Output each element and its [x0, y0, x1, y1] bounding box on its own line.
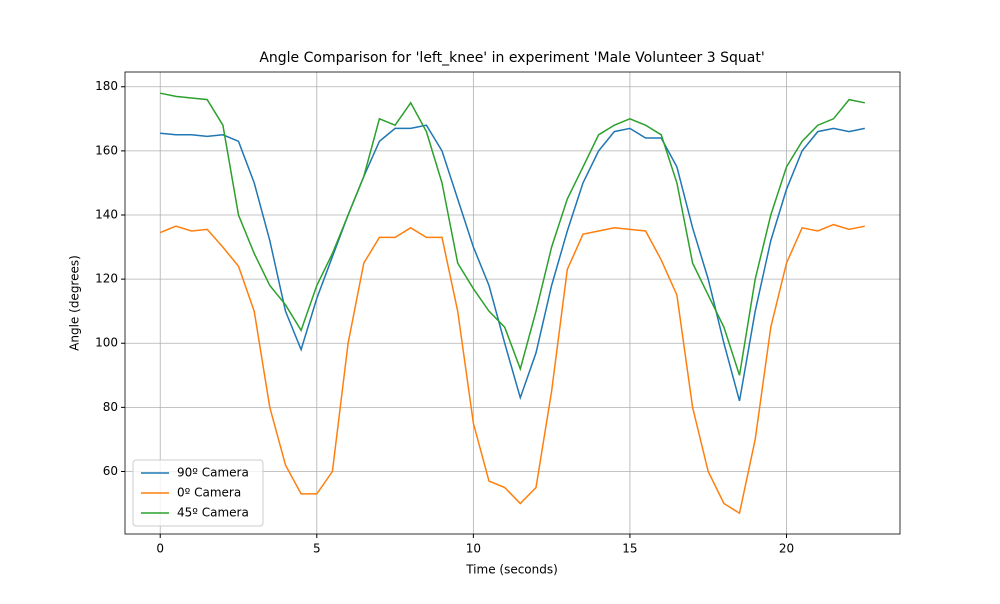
- line-series: [159, 223, 865, 515]
- legend-label: 45º Camera: [177, 506, 249, 520]
- y-tick-label: 120: [95, 272, 118, 286]
- legend-label: 0º Camera: [177, 486, 241, 500]
- plot-frame: [124, 71, 901, 535]
- y-tick-label: 60: [103, 464, 118, 478]
- x-axis-label: Time (seconds): [465, 563, 558, 577]
- y-axis-label: Angle (degrees): [68, 255, 82, 351]
- line-series: [160, 124, 865, 402]
- x-tick-label: 10: [466, 542, 481, 556]
- x-tick-label: 15: [622, 542, 637, 556]
- legend-box: [132, 459, 264, 527]
- legend-label: 90º Camera: [177, 466, 249, 480]
- chart-title: Angle Comparison for 'left_knee' in expe…: [259, 50, 764, 66]
- x-tick-label: 20: [779, 542, 794, 556]
- y-tick-label: 160: [95, 143, 118, 157]
- y-tick-label: 180: [95, 79, 118, 93]
- line-series: [160, 92, 865, 376]
- y-tick-label: 80: [103, 400, 118, 414]
- x-tick-label: 5: [313, 542, 321, 556]
- y-tick-label: 100: [95, 336, 118, 350]
- y-tick-label: 140: [95, 207, 118, 221]
- x-tick-label: 0: [156, 542, 164, 556]
